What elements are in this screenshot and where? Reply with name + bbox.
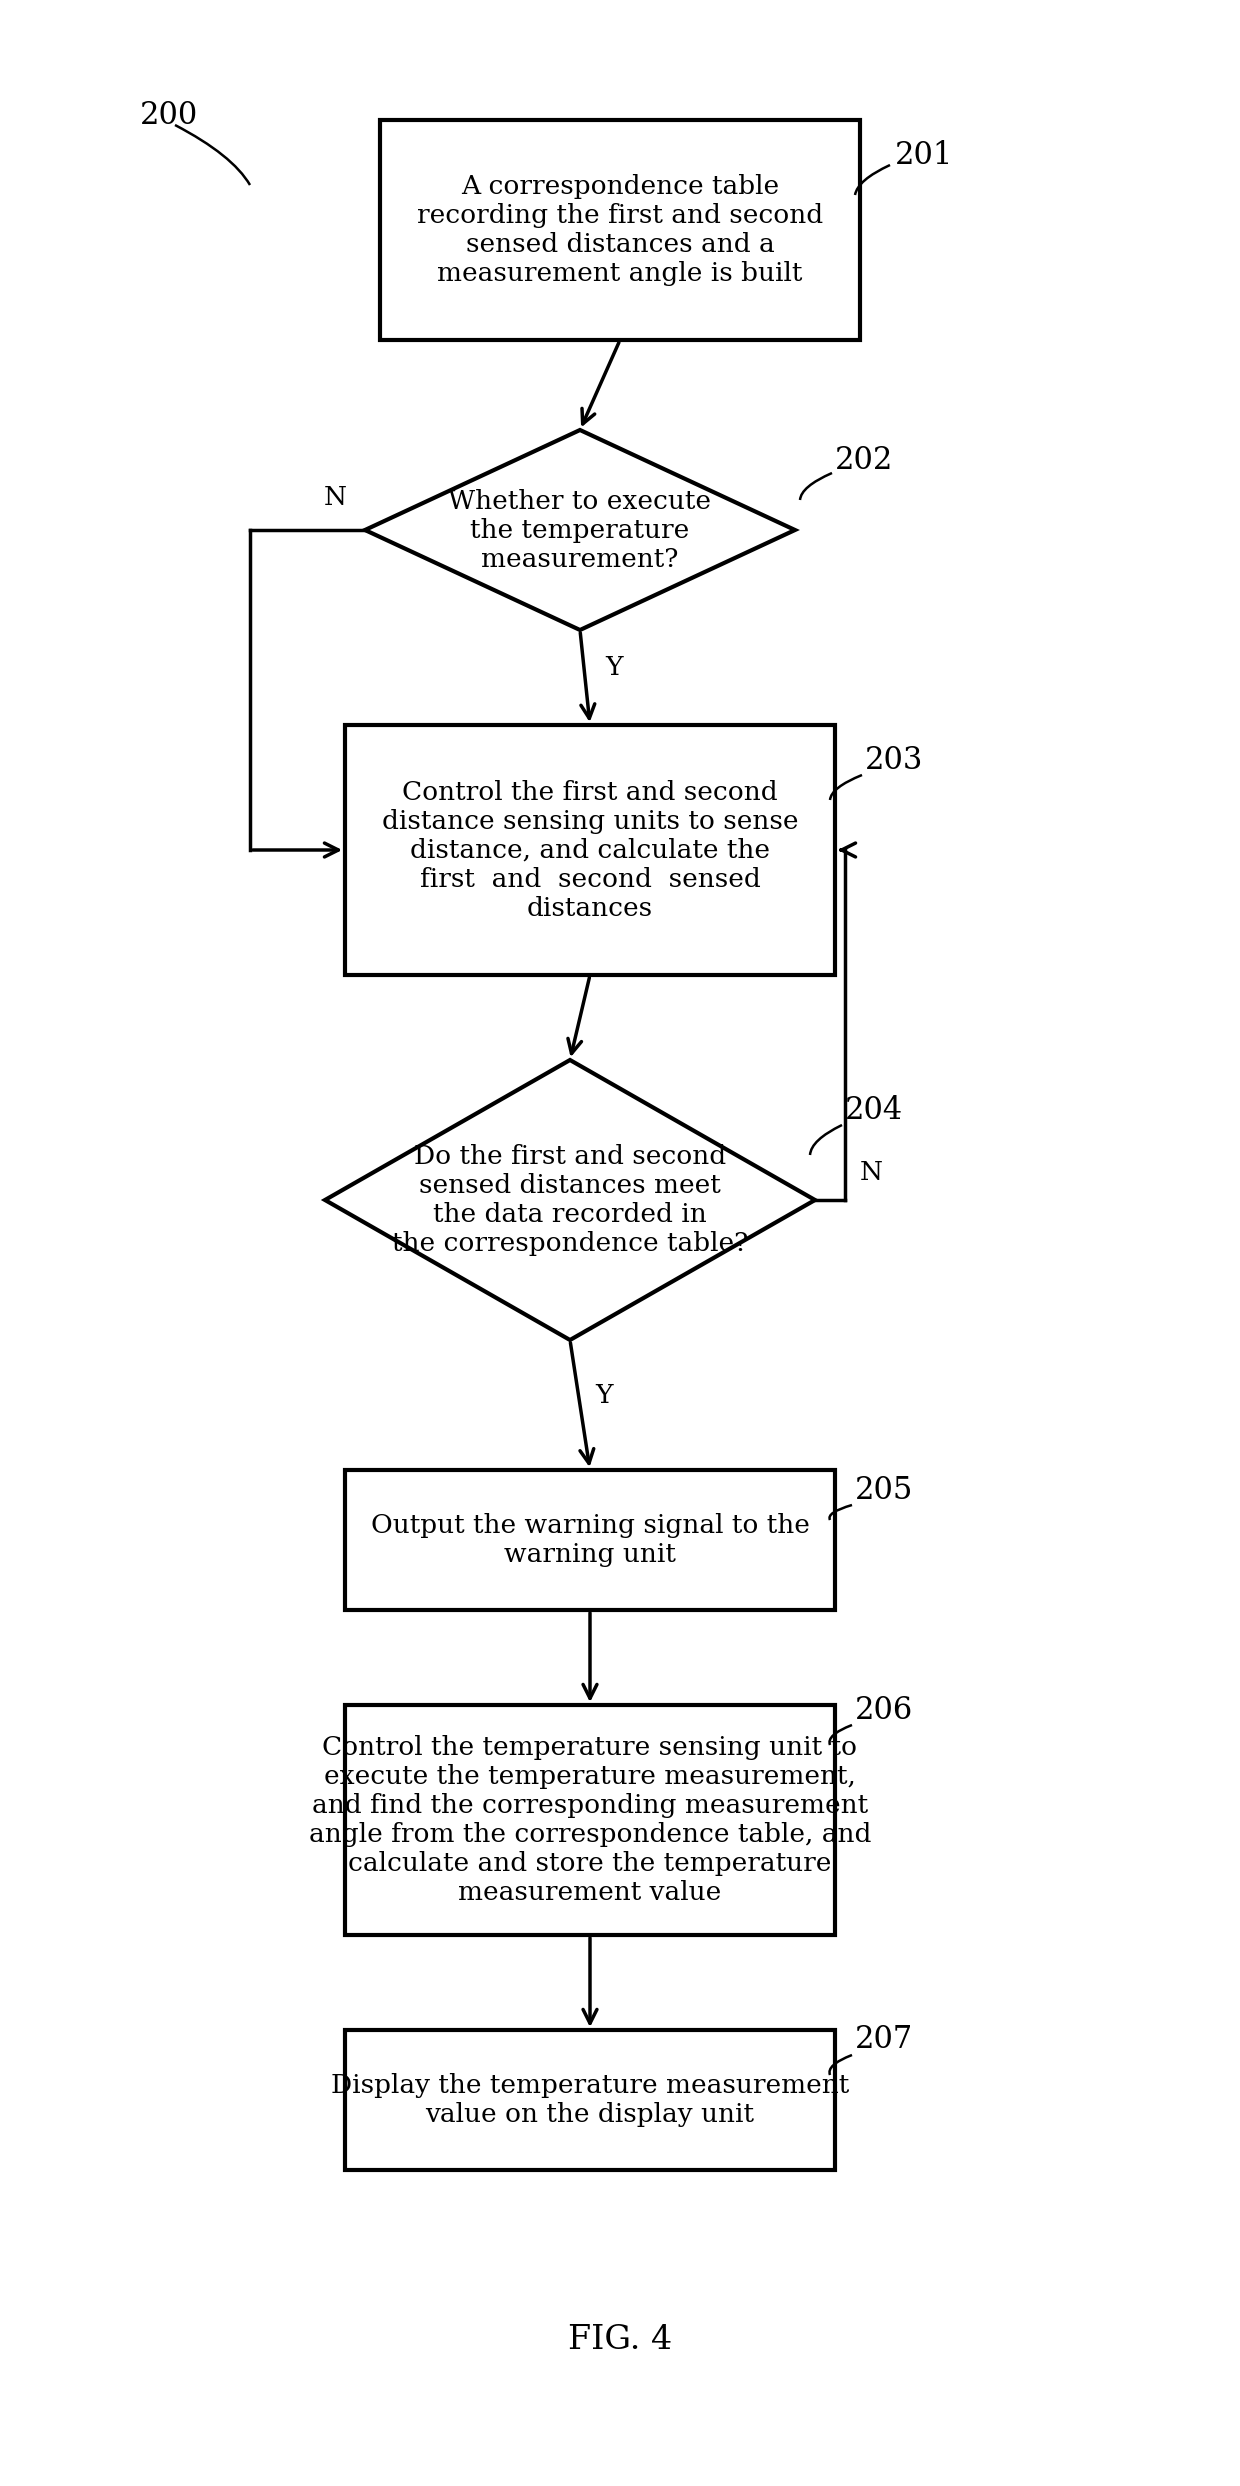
Text: Do the first and second
sensed distances meet
the data recorded in
the correspon: Do the first and second sensed distances… bbox=[392, 1144, 748, 1255]
Text: Control the temperature sensing unit to
execute the temperature measurement,
and: Control the temperature sensing unit to … bbox=[309, 1735, 872, 1904]
Polygon shape bbox=[365, 430, 795, 629]
Polygon shape bbox=[325, 1059, 815, 1340]
Text: 206: 206 bbox=[856, 1695, 913, 1725]
Text: N: N bbox=[861, 1161, 883, 1186]
Text: Control the first and second
distance sensing units to sense
distance, and calcu: Control the first and second distance se… bbox=[382, 781, 799, 920]
Bar bbox=[345, 1705, 835, 1934]
Text: Display the temperature measurement
value on the display unit: Display the temperature measurement valu… bbox=[331, 2073, 849, 2128]
Bar bbox=[379, 119, 861, 341]
Text: 202: 202 bbox=[835, 445, 893, 475]
Text: A correspondence table
recording the first and second
sensed distances and a
mea: A correspondence table recording the fir… bbox=[417, 174, 823, 286]
Text: FIG. 4: FIG. 4 bbox=[568, 2324, 672, 2357]
Text: Output the warning signal to the
warning unit: Output the warning signal to the warning… bbox=[371, 1514, 810, 1566]
Text: 205: 205 bbox=[856, 1474, 914, 1507]
Text: 200: 200 bbox=[140, 99, 198, 129]
Text: 207: 207 bbox=[856, 2024, 913, 2056]
Text: 201: 201 bbox=[895, 139, 954, 172]
Text: Y: Y bbox=[605, 654, 622, 681]
Text: Y: Y bbox=[595, 1382, 613, 1407]
Bar bbox=[345, 726, 835, 975]
Text: 203: 203 bbox=[866, 743, 924, 776]
Text: Whether to execute
the temperature
measurement?: Whether to execute the temperature measu… bbox=[449, 490, 712, 572]
Bar bbox=[345, 2031, 835, 2170]
Bar bbox=[345, 1469, 835, 1611]
Text: N: N bbox=[324, 485, 346, 510]
Text: 204: 204 bbox=[844, 1094, 903, 1126]
